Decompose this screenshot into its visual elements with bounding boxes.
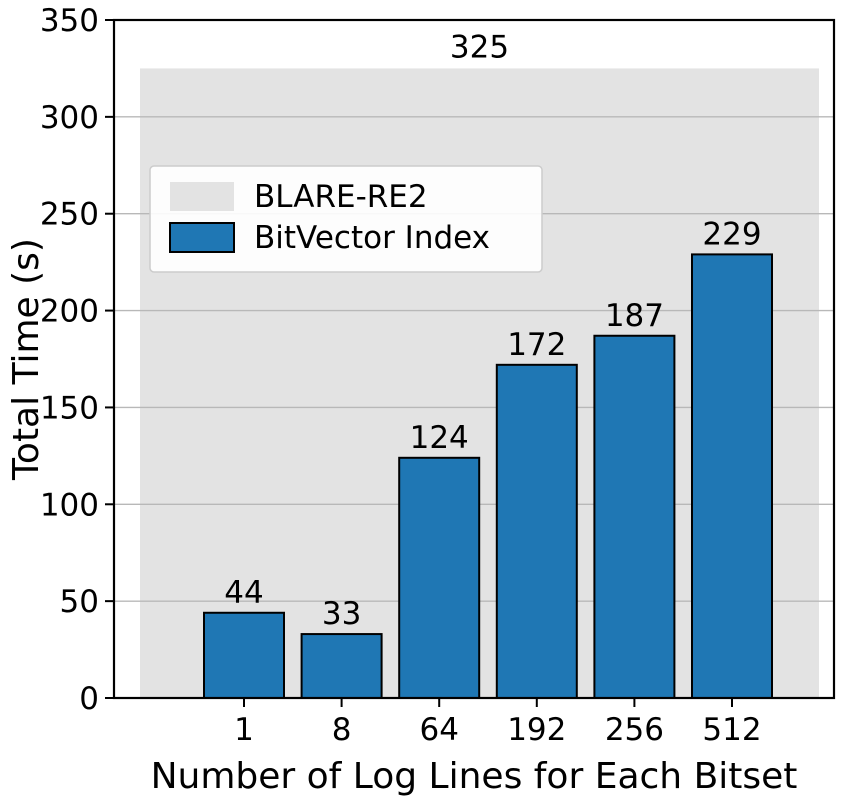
- x-tick-label: 1: [234, 712, 254, 748]
- bar-value-label: 172: [507, 327, 566, 363]
- x-axis-label: Number of Log Lines for Each Bitset: [151, 756, 798, 797]
- bitvector-bar: [691, 253, 773, 699]
- bar-value-label: 33: [322, 596, 361, 632]
- legend-label: BitVector Index: [254, 220, 490, 256]
- y-tick-label: 50: [60, 584, 99, 620]
- y-axis-label: Total Time (s): [6, 238, 47, 481]
- y-tick-label: 100: [40, 487, 99, 523]
- x-tick-label: 512: [702, 712, 761, 748]
- y-tick-label: 150: [40, 390, 99, 426]
- bitvector-bar: [495, 363, 578, 699]
- legend-swatch-bitvector-index: [169, 222, 235, 253]
- x-tick-label: 64: [419, 712, 458, 748]
- bar-value-label: 44: [224, 575, 263, 611]
- bar-value-label: 124: [410, 420, 469, 456]
- legend-label: BLARE-RE2: [254, 179, 428, 215]
- y-tick-label: 300: [40, 100, 99, 136]
- legend-box: [149, 165, 543, 273]
- legend-swatch-blare-re2: [170, 182, 234, 211]
- y-tick-label: 350: [40, 3, 99, 39]
- bitvector-bar: [398, 456, 481, 699]
- x-tick-label: 8: [332, 712, 352, 748]
- y-tick-label: 0: [79, 681, 99, 717]
- y-tick-label: 200: [40, 294, 99, 330]
- x-tick-label: 192: [507, 712, 566, 748]
- bitvector-bar: [203, 611, 285, 699]
- bar-value-label: 187: [605, 298, 664, 334]
- y-tick-label: 250: [40, 197, 99, 233]
- x-tick-label: 256: [605, 712, 664, 748]
- plot-border: [112, 18, 836, 700]
- bar-value-label: 229: [702, 216, 761, 252]
- bitvector-bar: [300, 633, 383, 699]
- bitvector-bar: [593, 334, 676, 699]
- blare-re2-value-label: 325: [450, 29, 509, 65]
